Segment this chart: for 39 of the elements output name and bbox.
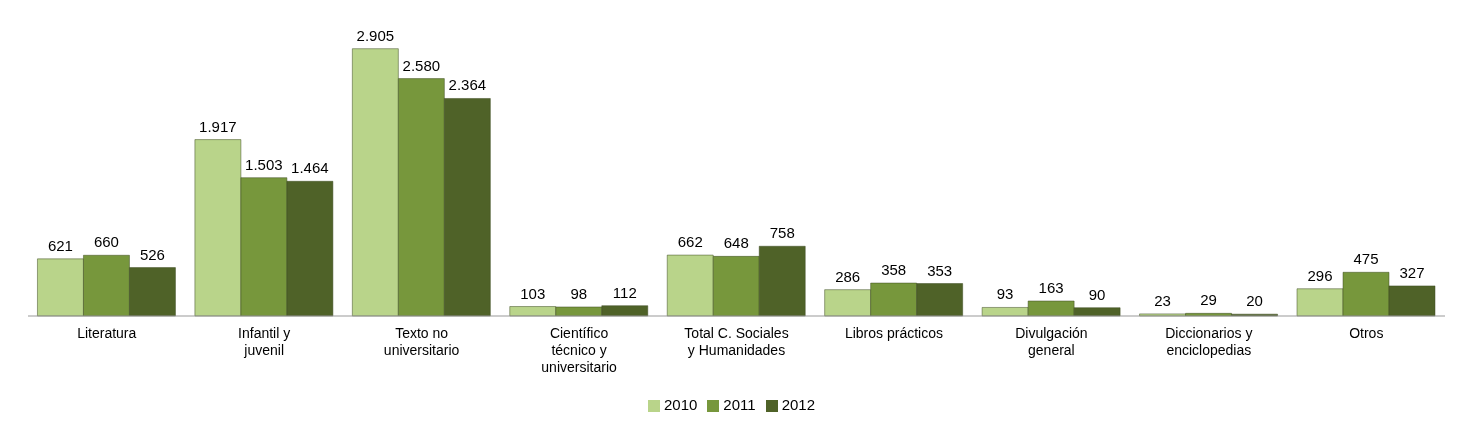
data-label: 112 [612,283,637,301]
data-label: 90 [1088,285,1106,303]
x-tick-label: Diccionarios y enciclopedias [1165,325,1253,358]
legend-label: 2010 [663,396,698,413]
data-label: 20 [1246,292,1263,310]
x-tick-label: Divulgación general [1015,325,1088,358]
data-label: 23 [1154,291,1171,309]
data-label: 660 [93,233,119,251]
x-tick-label: Científico técnico y universitario [541,325,617,375]
data-label: 1.503 [245,155,283,173]
legend-label: 2012 [781,396,815,413]
data-label: 103 [520,284,546,302]
data-label: 2.580 [402,56,441,74]
data-label: 2.364 [448,76,487,94]
legend-label: 2011 [723,396,756,413]
data-label: 758 [769,224,795,242]
data-label: 1.917 [199,117,237,135]
data-label: 475 [1353,250,1379,268]
x-tick-label: Otros [1349,325,1384,341]
x-tick-label: Texto no universitario [383,325,460,358]
x-tick-label: Libros prácticos [844,325,943,341]
data-label: 353 [927,261,953,279]
data-label: 98 [570,284,588,302]
data-label: 327 [1399,263,1425,281]
data-label: 1.464 [291,159,329,177]
data-label: 286 [835,267,861,285]
x-tick-label: Total C. Sociales y Humanidades [684,325,789,358]
data-label: 2.905 [356,26,395,44]
data-label: 29 [1200,291,1217,309]
data-label: 163 [1038,279,1064,296]
data-label: 358 [881,261,907,279]
x-tick-label: Infantil y juvenil [238,325,291,358]
data-label: 662 [677,233,703,251]
x-tick-label: Literatura [77,325,137,341]
data-label: 526 [139,245,165,263]
data-label: 93 [996,285,1014,303]
data-label: 621 [47,236,73,254]
data-label: 296 [1307,266,1333,284]
data-label: 648 [723,234,749,252]
